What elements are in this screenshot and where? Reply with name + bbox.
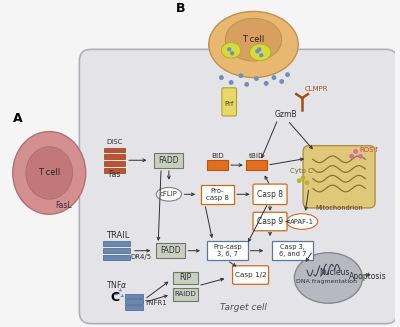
FancyBboxPatch shape [253, 212, 287, 231]
Circle shape [285, 72, 290, 77]
Text: Apoptosis: Apoptosis [349, 272, 387, 282]
FancyBboxPatch shape [207, 241, 248, 260]
FancyBboxPatch shape [232, 266, 268, 284]
Text: Nucleus: Nucleus [319, 267, 350, 277]
Text: DR4/5: DR4/5 [130, 253, 151, 260]
Ellipse shape [13, 131, 86, 214]
Circle shape [259, 53, 264, 57]
Text: Mitochondrion: Mitochondrion [315, 205, 363, 211]
Bar [104, 161, 125, 166]
Ellipse shape [221, 43, 241, 58]
Ellipse shape [286, 214, 318, 229]
Circle shape [238, 73, 243, 78]
Text: FasL: FasL [56, 201, 72, 211]
FancyBboxPatch shape [201, 184, 234, 204]
Circle shape [272, 75, 276, 80]
Circle shape [244, 82, 249, 87]
Text: Casp 8: Casp 8 [257, 190, 283, 199]
Circle shape [227, 47, 231, 52]
Text: A: A [13, 112, 23, 125]
FancyBboxPatch shape [253, 184, 287, 204]
Text: RIP: RIP [179, 273, 192, 283]
Text: CLMPR: CLMPR [305, 86, 328, 92]
Text: Target cell: Target cell [220, 302, 267, 312]
Ellipse shape [294, 253, 362, 303]
Text: cFLIP: cFLIP [160, 191, 178, 197]
Text: APAF-1: APAF-1 [290, 218, 314, 225]
Circle shape [349, 154, 354, 159]
Bar [125, 305, 143, 310]
Text: TRAIL: TRAIL [106, 231, 129, 240]
Text: DNA fragmentation: DNA fragmentation [296, 279, 357, 284]
Text: T cell: T cell [242, 35, 265, 44]
Ellipse shape [209, 11, 298, 77]
Circle shape [358, 154, 363, 159]
FancyBboxPatch shape [303, 146, 375, 208]
FancyBboxPatch shape [246, 160, 267, 170]
Ellipse shape [156, 187, 182, 201]
FancyBboxPatch shape [272, 241, 313, 260]
Text: Pro-
casp 8: Pro- casp 8 [206, 188, 229, 201]
Text: ROS↑: ROS↑ [359, 146, 380, 153]
Circle shape [264, 81, 268, 86]
Text: C: C [110, 291, 120, 304]
Bar [104, 168, 125, 173]
Text: FADD: FADD [160, 246, 181, 255]
FancyBboxPatch shape [156, 243, 186, 258]
Text: DISC: DISC [106, 139, 122, 145]
FancyBboxPatch shape [154, 153, 184, 167]
Text: Cyto C: Cyto C [290, 168, 312, 174]
Ellipse shape [250, 44, 271, 60]
Circle shape [229, 80, 234, 85]
Text: Casp 3,
6, and 7: Casp 3, 6, and 7 [279, 244, 306, 257]
Circle shape [219, 75, 224, 80]
Bar [104, 154, 125, 159]
Text: TNF$\alpha$: TNF$\alpha$ [106, 279, 128, 290]
Text: RAIDD: RAIDD [174, 291, 196, 298]
Text: FADD: FADD [158, 156, 179, 165]
Text: GzmB: GzmB [274, 110, 297, 119]
Bar [104, 147, 125, 152]
Ellipse shape [26, 146, 72, 199]
FancyBboxPatch shape [222, 88, 236, 116]
Circle shape [254, 76, 259, 81]
Text: TNFR1: TNFR1 [144, 300, 166, 306]
Text: Casp 1/2: Casp 1/2 [235, 272, 266, 278]
Text: Casp 9: Casp 9 [257, 217, 283, 226]
Text: T cell: T cell [38, 168, 60, 178]
Circle shape [304, 180, 310, 185]
Bar [125, 299, 143, 304]
Bar [103, 241, 130, 246]
Bar [103, 255, 130, 260]
Ellipse shape [225, 18, 282, 61]
Text: tBID: tBID [249, 153, 264, 159]
Circle shape [301, 175, 306, 180]
FancyBboxPatch shape [207, 160, 228, 170]
Circle shape [230, 51, 234, 55]
Text: BID: BID [211, 153, 224, 159]
FancyBboxPatch shape [173, 288, 198, 301]
Text: Fas: Fas [108, 170, 120, 179]
Bar [103, 248, 130, 253]
Circle shape [353, 149, 358, 154]
Circle shape [297, 178, 302, 183]
Text: B: B [176, 2, 185, 15]
Text: Prf: Prf [224, 101, 234, 107]
Circle shape [257, 47, 262, 52]
Text: Pro-casp
3, 6, 7: Pro-casp 3, 6, 7 [213, 244, 242, 257]
FancyBboxPatch shape [79, 49, 398, 324]
Circle shape [279, 79, 284, 84]
Bar [125, 294, 143, 298]
Circle shape [255, 49, 260, 53]
FancyBboxPatch shape [173, 272, 198, 284]
